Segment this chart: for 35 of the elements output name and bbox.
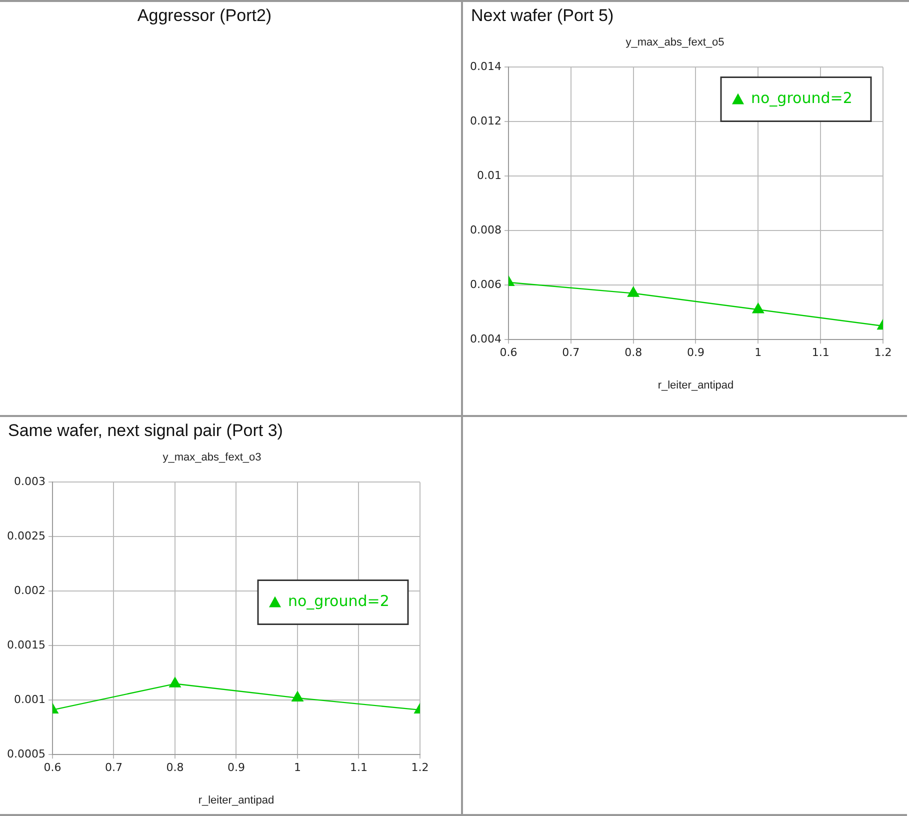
- chart-title: Next wafer (Port 5): [470, 5, 615, 27]
- x-tick-label: 0.7: [104, 761, 122, 774]
- y-tick-label: 0.012: [470, 114, 502, 128]
- x-tick-label: 1: [754, 346, 762, 360]
- y-tick-label: 0.006: [470, 278, 502, 291]
- x-tick-label: 0.7: [562, 346, 580, 360]
- chart-title: Same wafer, next signal pair (Port 3): [7, 420, 284, 442]
- y-tick-label: 0.0015: [6, 638, 46, 652]
- x-tick-label: 1.2: [874, 346, 892, 360]
- x-tick-label: 0.6: [44, 761, 62, 774]
- y-tick-label: 0.002: [14, 584, 46, 598]
- x-tick-label: 0.6: [500, 346, 518, 360]
- text: Aggressor (Port2): [136, 5, 273, 27]
- x-tick-label: 0.9: [686, 346, 704, 360]
- x-tick-label: 1.1: [350, 761, 368, 774]
- legend-label: no_ground=2: [751, 89, 852, 108]
- y-tick-label: 0.008: [470, 224, 502, 236]
- chart-subtitle: y_max_abs_fext_o3: [162, 452, 262, 464]
- y-tick-label: 0.01: [476, 169, 502, 182]
- y-tick-label: 0.004: [470, 332, 502, 346]
- x-tick-label: 0.8: [624, 346, 642, 360]
- x-tick-label: 0.9: [227, 761, 245, 774]
- x-axis-title: r_leiter_antipad: [198, 794, 274, 806]
- y-tick-label: 0.0025: [6, 530, 46, 543]
- x-tick-label: 1.2: [411, 761, 429, 774]
- legend-label: no_ground=2: [288, 592, 390, 610]
- y-tick-label: 0.001: [14, 692, 46, 706]
- x-axis-title: r_leiter_antipad: [658, 379, 734, 392]
- y-tick-label: 0.014: [470, 60, 502, 74]
- x-tick-label: 1.1: [812, 346, 830, 360]
- x-tick-label: 0.8: [166, 761, 184, 774]
- x-tick-label: 1: [294, 761, 301, 774]
- y-tick-label: 0.0005: [6, 747, 46, 760]
- chart-subtitle: y_max_abs_fext_o5: [626, 36, 724, 49]
- y-tick-label: 0.003: [14, 475, 46, 488]
